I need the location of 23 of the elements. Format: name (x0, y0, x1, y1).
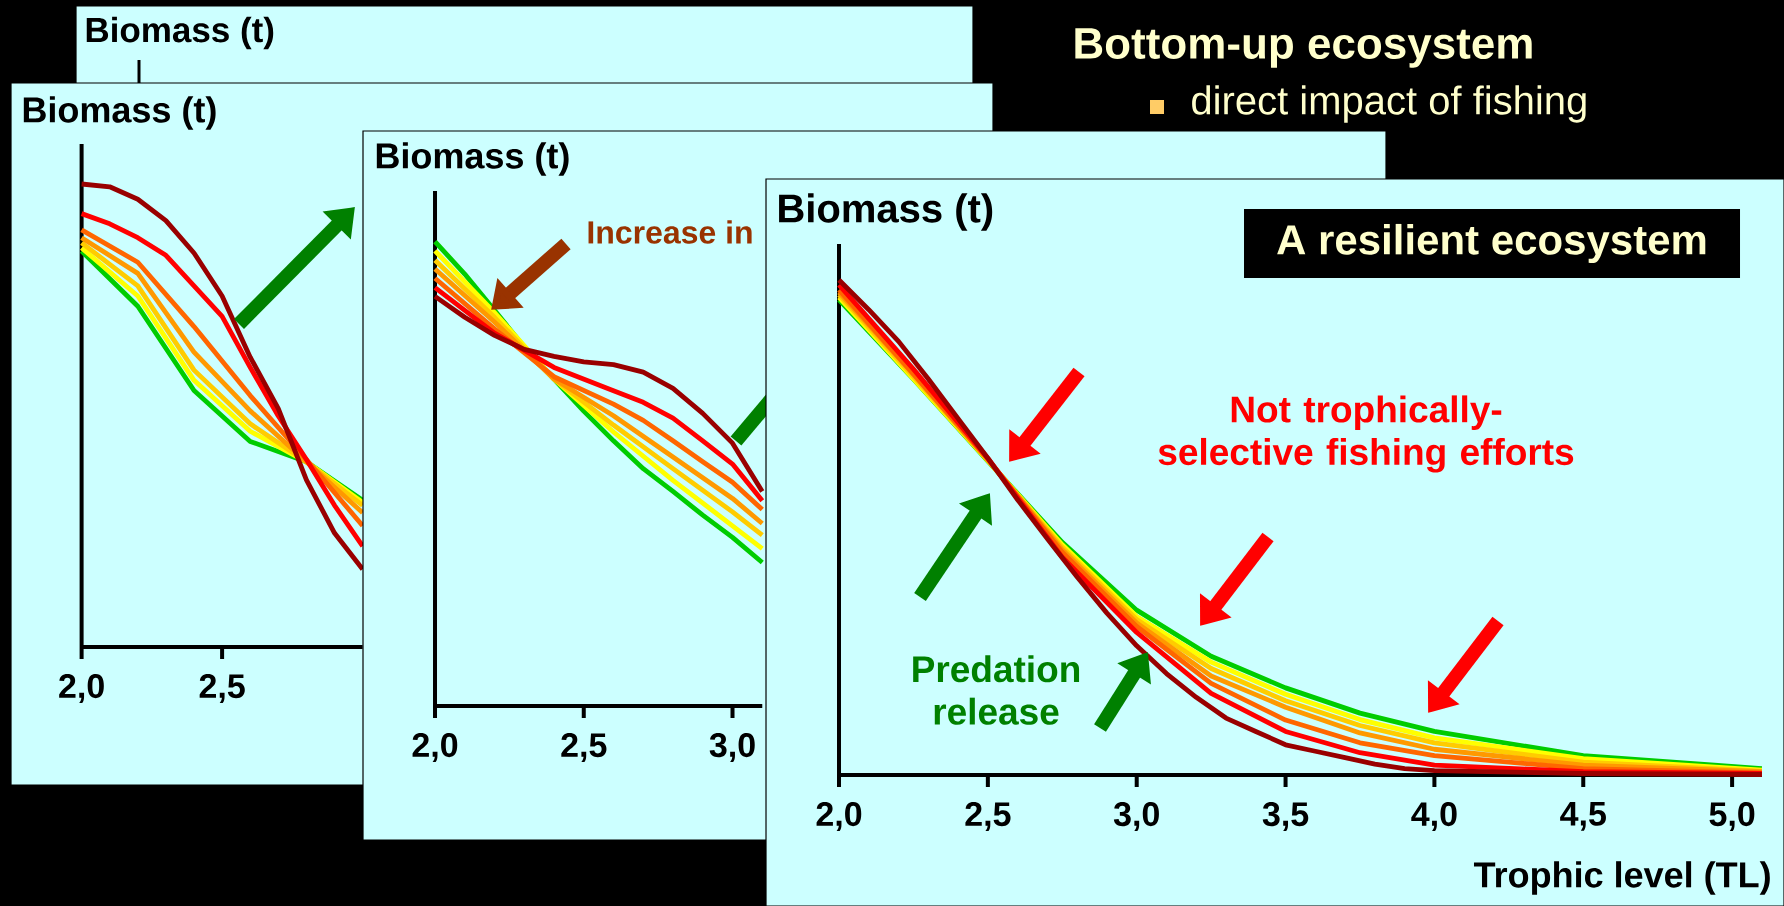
x-tick-label: 4,5 (1560, 802, 1606, 831)
text: direct impact of fishing (1192, 85, 1586, 123)
y-axis-title: Biomass (t) (779, 193, 993, 231)
y-axis-title: Biomass (t) (23, 96, 216, 130)
x-tick-label: 3,5 (1262, 802, 1309, 832)
annotation: Predation release (913, 655, 1080, 725)
text: Biomass (t) (86, 16, 274, 50)
y-axis-title: Biomass (t) (376, 142, 569, 176)
x-tick-label: 3,0 (709, 733, 755, 763)
x-tick-label: 2,5 (965, 802, 1011, 832)
x-tick-label: 2,5 (561, 733, 607, 763)
x-tick-label: 3,0 (1113, 802, 1159, 832)
x-tick-label: 5,0 (1709, 802, 1755, 832)
text: Bottom-up ecosystem (1075, 28, 1532, 68)
x-tick-label: 4,0 (1411, 802, 1457, 832)
chart-title: A resilient ecosystem (1277, 223, 1706, 264)
x-tick-label: 2,0 (816, 802, 862, 832)
x-axis-title: Trophic level (TL) (1473, 861, 1770, 895)
annotation: Not trophically-selective fishing efforts (1158, 395, 1574, 473)
x-tick-label: 2,0 (412, 733, 458, 763)
x-tick-label: 2,0 (59, 674, 104, 704)
x-tick-label: 2,5 (199, 674, 245, 704)
annotation: Increase in (588, 220, 752, 244)
